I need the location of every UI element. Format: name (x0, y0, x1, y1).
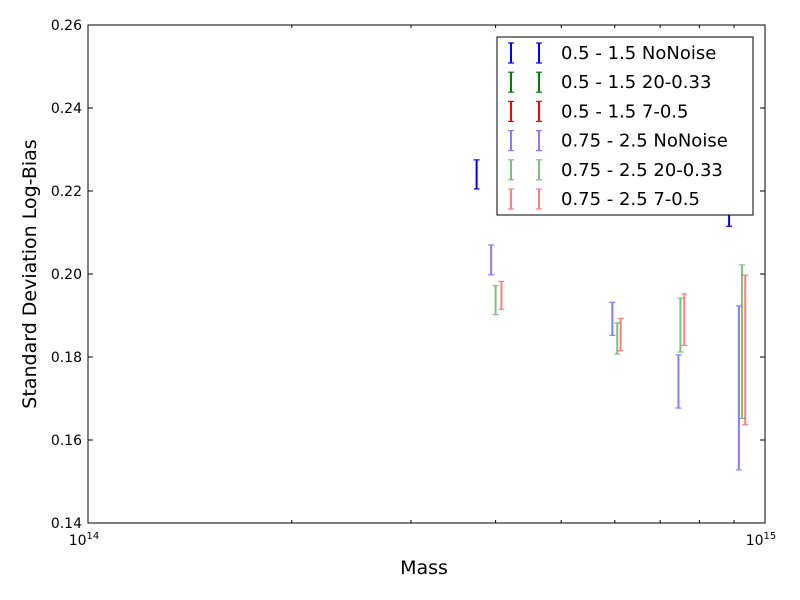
legend-label: 0.5 - 1.5 NoNoise (561, 43, 716, 64)
axes: 0.14 0.16 0.18 0.20 0.22 0.24 0.26 1014 1015 (51, 18, 776, 549)
y-axis-label: Standard Deviation Log-Bias (19, 139, 41, 408)
legend-marker (508, 188, 514, 210)
legend-label: 0.75 - 2.5 20-0.33 (561, 160, 723, 181)
legend-marker (536, 188, 542, 210)
plot-area (473, 159, 749, 471)
y-tick-label: 0.22 (51, 184, 82, 200)
legend-label: 0.5 - 1.5 7-0.5 (561, 101, 689, 122)
legend-marker (508, 130, 514, 152)
legend-marker (508, 71, 514, 93)
y-tick-label: 0.20 (51, 267, 82, 283)
legend-label: 0.5 - 1.5 20-0.33 (561, 72, 711, 93)
error-bar (473, 159, 480, 190)
legend-marker (536, 130, 542, 152)
y-tick-label: 0.26 (51, 18, 82, 34)
error-bar (735, 305, 742, 471)
legend-label: 0.75 - 2.5 7-0.5 (561, 189, 700, 210)
x-tick-label: 1014 (69, 531, 100, 549)
error-bar (492, 285, 499, 316)
x-tick-label: 1015 (746, 531, 777, 549)
error-bar (681, 293, 688, 346)
y-tick-label: 0.14 (51, 516, 82, 532)
error-bar (742, 274, 749, 426)
legend-marker (536, 159, 542, 181)
legend-marker (508, 42, 514, 64)
x-axis-label: Mass (400, 557, 448, 579)
error-bar (609, 301, 616, 337)
legend-box (496, 36, 754, 216)
legend: 0.5 - 1.5 NoNoise 0.5 - 1.5 20-0.33 0.5 - … (496, 36, 754, 216)
error-bar (488, 244, 495, 276)
y-tick-label: 0.18 (51, 350, 82, 366)
y-tick-label: 0.24 (51, 101, 82, 117)
legend-marker (508, 159, 514, 181)
legend-marker (508, 100, 514, 123)
error-bar (498, 280, 505, 310)
legend-marker (536, 100, 542, 123)
error-bar (739, 264, 746, 420)
error-bar (614, 322, 621, 355)
legend-marker (536, 71, 542, 93)
legend-label: 0.75 - 2.5 NoNoise (561, 131, 728, 152)
error-bar (677, 297, 684, 353)
legend-marker (536, 42, 542, 64)
error-bar (675, 354, 682, 409)
error-bar (617, 317, 624, 352)
y-tick-label: 0.16 (51, 433, 82, 449)
